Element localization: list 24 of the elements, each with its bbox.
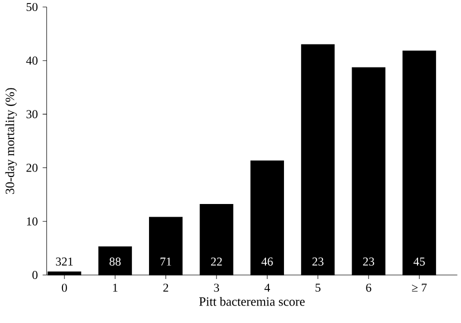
annotation: 321 [56,258,73,266]
y-tick-label: 20 [26,164,38,172]
x-tick-label: 0 [62,284,67,292]
x-tick-label: 6 [366,284,372,292]
x-tick-label: 1 [113,284,118,292]
annotation: 46 [261,258,273,266]
y-tick-label: 40 [26,56,38,65]
y-tick-label: 0 [32,270,38,280]
annotation: 71 [160,258,172,266]
annotation: 23 [363,258,374,266]
x-tick-label: 4 [264,284,270,292]
x-tick-label: ≥ 7 [412,284,427,292]
annotation: 88 [110,258,121,266]
x-tick-label: 3 [214,284,220,292]
annotation: 22 [211,258,222,266]
x-tick-label: 5 [316,284,320,292]
annotation: 23 [312,258,324,266]
x-tick-label: 2 [163,284,168,292]
y-axis-title: 30-day mortality (%) [5,88,17,194]
annotation: 45 [414,258,425,266]
y-tick-label: 10 [27,217,38,226]
x-axis-title: Pitt bacteremia score [199,296,305,306]
y-tick-label: 30 [26,110,38,118]
y-tick-label: 50 [26,2,38,12]
